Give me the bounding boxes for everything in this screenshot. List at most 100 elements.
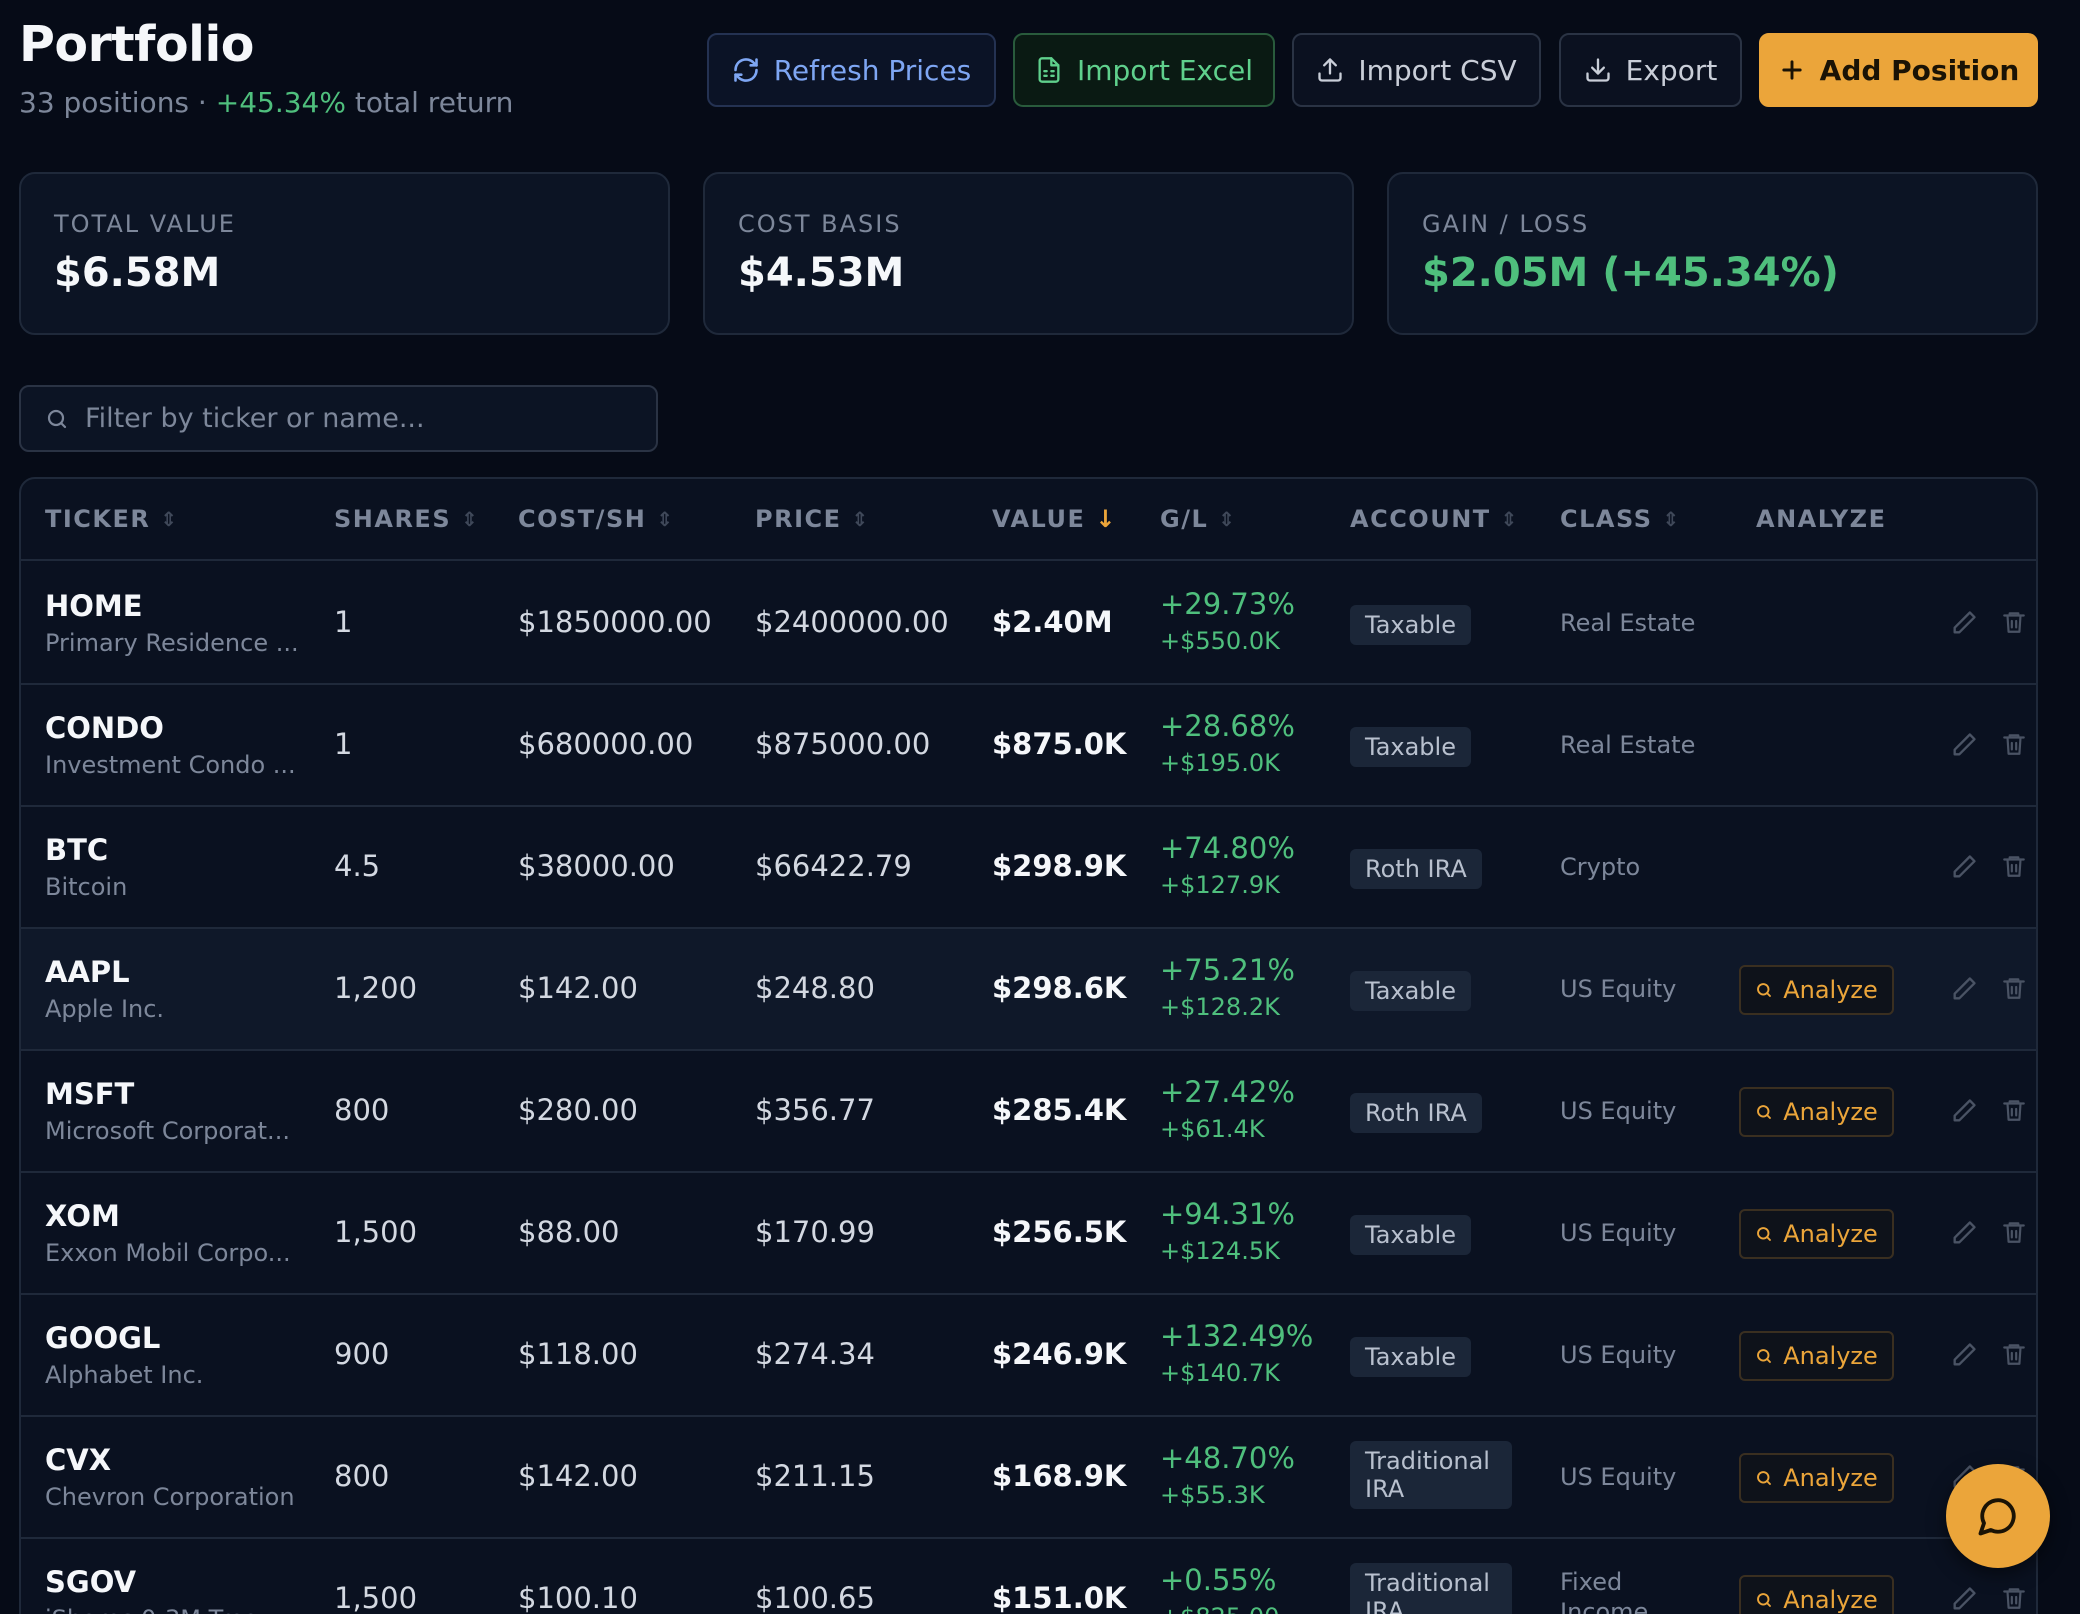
asset-class: Crypto xyxy=(1560,853,1641,881)
col-cost[interactable]: COST/SH ⇕ xyxy=(518,505,675,533)
position-name: Primary Residence ... xyxy=(45,629,299,657)
gain-loss-percent: +27.42% xyxy=(1160,1075,1295,1109)
pencil-icon[interactable] xyxy=(1950,975,1978,1003)
trash-icon[interactable] xyxy=(2001,609,2027,637)
col-value-label: VALUE xyxy=(992,505,1086,533)
account-badge: Roth IRA xyxy=(1350,1093,1482,1133)
pencil-icon[interactable] xyxy=(1950,1097,1978,1125)
search-icon xyxy=(1755,1469,1773,1487)
pencil-icon[interactable] xyxy=(1950,1219,1978,1247)
analyze-button[interactable]: Analyze xyxy=(1739,1087,1894,1137)
gain-loss-amount: +$550.0K xyxy=(1160,627,1280,655)
ticker: AAPL xyxy=(45,955,130,989)
import-csv-button[interactable]: Import CSV xyxy=(1292,33,1541,107)
trash-icon[interactable] xyxy=(2001,1097,2027,1125)
table-row[interactable]: AAPL Apple Inc. 1,200 $142.00 $248.80 $298.6K… xyxy=(21,929,2036,1051)
shares: 900 xyxy=(334,1337,390,1371)
value: $298.6K xyxy=(992,971,1127,1005)
asset-class: US Equity xyxy=(1560,1219,1677,1247)
cost-per-share: $118.00 xyxy=(518,1337,638,1371)
table-row[interactable]: GOOGL Alphabet Inc. 900 $118.00 $274.34 $246.… xyxy=(21,1295,2036,1417)
col-cost-label: COST/SH xyxy=(518,505,647,533)
value: $168.9K xyxy=(992,1459,1127,1493)
table-row[interactable]: CONDO Investment Condo ... 1 $680000.00 $875… xyxy=(21,685,2036,807)
price: $66422.79 xyxy=(755,849,912,883)
position-name: Chevron Corporation xyxy=(45,1483,295,1511)
cost-basis-value: $4.53M xyxy=(738,250,905,296)
col-class[interactable]: CLASS ⇕ xyxy=(1560,505,1681,533)
table-row[interactable]: CVX Chevron Corporation 800 $142.00 $211.15 $… xyxy=(21,1417,2036,1539)
gain-loss-percent: +132.49% xyxy=(1160,1319,1314,1353)
col-class-label: CLASS xyxy=(1560,505,1653,533)
search-icon xyxy=(1755,1591,1773,1609)
col-value[interactable]: VALUE ↓ xyxy=(992,505,1117,533)
analyze-button[interactable]: Analyze xyxy=(1739,1453,1894,1503)
import-excel-button[interactable]: Import Excel xyxy=(1013,33,1275,107)
asset-class: Real Estate xyxy=(1560,731,1696,759)
analyze-label: Analyze xyxy=(1783,1464,1878,1492)
table-row[interactable]: MSFT Microsoft Corporat... 800 $280.00 $356.… xyxy=(21,1051,2036,1173)
trash-icon[interactable] xyxy=(2001,975,2027,1003)
pencil-icon[interactable] xyxy=(1950,1341,1978,1369)
ticker: BTC xyxy=(45,833,109,867)
price: $170.99 xyxy=(755,1215,875,1249)
col-price[interactable]: PRICE ⇕ xyxy=(755,505,870,533)
trash-icon[interactable] xyxy=(2001,853,2027,881)
col-gl[interactable]: G/L ⇕ xyxy=(1160,505,1237,533)
trash-icon[interactable] xyxy=(2001,1585,2027,1613)
trash-icon[interactable] xyxy=(2001,1219,2027,1247)
asset-class: US Equity xyxy=(1560,1463,1677,1491)
refresh-prices-label: Refresh Prices xyxy=(773,53,972,87)
table-row[interactable]: BTC Bitcoin 4.5 $38000.00 $66422.79 $298.9K +7… xyxy=(21,807,2036,929)
cost-basis-label: COST BASIS xyxy=(738,210,902,238)
table-row[interactable]: XOM Exxon Mobil Corpo... 1,500 $88.00 $170.9… xyxy=(21,1173,2036,1295)
add-position-button[interactable]: Add Position xyxy=(1759,33,2038,107)
page-subtitle: 33 positions · +45.34% total return xyxy=(19,86,513,119)
gain-loss-amount: +$128.2K xyxy=(1160,993,1280,1021)
price: $875000.00 xyxy=(755,727,931,761)
gain-loss-amount: +$55.3K xyxy=(1160,1481,1265,1509)
sort-icon: ⇕ xyxy=(1218,507,1237,531)
col-analyze-label: ANALYZE xyxy=(1756,505,1887,533)
shares: 1,500 xyxy=(334,1215,418,1249)
col-price-label: PRICE xyxy=(755,505,842,533)
refresh-icon xyxy=(733,58,758,82)
cost-per-share: $1850000.00 xyxy=(518,605,712,639)
cost-per-share: $280.00 xyxy=(518,1093,638,1127)
analyze-button[interactable]: Analyze xyxy=(1739,1209,1894,1259)
col-account[interactable]: ACCOUNT ⇕ xyxy=(1350,505,1519,533)
gain-loss-label: GAIN / LOSS xyxy=(1422,210,1590,238)
table-row[interactable]: HOME Primary Residence ... 1 $1850000.00 $24… xyxy=(21,563,2036,685)
ticker: MSFT xyxy=(45,1077,135,1111)
position-name: Bitcoin xyxy=(45,873,128,901)
gain-loss-amount: +$127.9K xyxy=(1160,871,1280,899)
trash-icon[interactable] xyxy=(2001,1341,2027,1369)
price: $211.15 xyxy=(755,1459,875,1493)
refresh-prices-button[interactable]: Refresh Prices xyxy=(707,33,996,107)
file-spreadsheet-icon xyxy=(1038,57,1060,83)
gain-loss-percent: +0.55% xyxy=(1160,1563,1277,1597)
export-button[interactable]: Export xyxy=(1559,33,1742,107)
col-ticker[interactable]: TICKER ⇕ xyxy=(45,505,179,533)
col-shares[interactable]: SHARES ⇕ xyxy=(334,505,479,533)
chat-button[interactable] xyxy=(1946,1464,2050,1568)
analyze-button[interactable]: Analyze xyxy=(1739,1331,1894,1381)
pencil-icon[interactable] xyxy=(1950,853,1978,881)
shares: 1 xyxy=(334,727,353,761)
account-badge: Taxable xyxy=(1350,727,1471,767)
trash-icon[interactable] xyxy=(2001,731,2027,759)
ticker: XOM xyxy=(45,1199,120,1233)
analyze-button[interactable]: Analyze xyxy=(1739,965,1894,1015)
analyze-label: Analyze xyxy=(1783,1342,1878,1370)
pencil-icon[interactable] xyxy=(1950,731,1978,759)
value: $298.9K xyxy=(992,849,1127,883)
price: $248.80 xyxy=(755,971,875,1005)
filter-input[interactable] xyxy=(85,403,645,434)
analyze-button[interactable]: Analyze xyxy=(1739,1575,1894,1614)
price: $356.77 xyxy=(755,1093,875,1127)
table-row[interactable]: SGOV iShares 0-3M Trea... 1,500 $100.10 $100… xyxy=(21,1539,2036,1614)
shares: 800 xyxy=(334,1459,390,1493)
account-badge: Roth IRA xyxy=(1350,849,1482,889)
pencil-icon[interactable] xyxy=(1950,1585,1978,1613)
pencil-icon[interactable] xyxy=(1950,609,1978,637)
